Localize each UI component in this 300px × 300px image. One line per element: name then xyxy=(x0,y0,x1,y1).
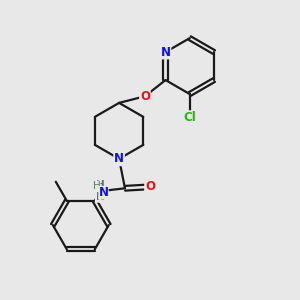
Text: O: O xyxy=(145,180,155,193)
Text: N: N xyxy=(160,46,170,59)
Text: H
N: H N xyxy=(96,180,104,202)
Text: H: H xyxy=(92,181,100,191)
Text: O: O xyxy=(140,90,150,103)
Text: N: N xyxy=(98,186,109,199)
Text: Cl: Cl xyxy=(183,111,196,124)
Text: N: N xyxy=(114,152,124,165)
